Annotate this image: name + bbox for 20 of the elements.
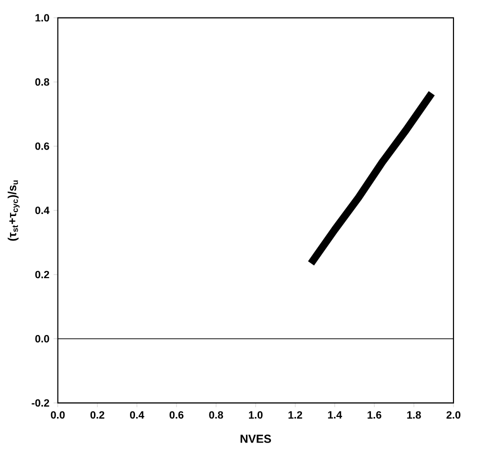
x-tick-label: 0.0	[50, 411, 65, 419]
x-tick-label: 0.4	[130, 411, 144, 419]
x-tick-label: 0.8	[209, 411, 224, 419]
x-tick-label: 1.8	[407, 411, 421, 419]
y-tick-label: 1.0	[36, 14, 50, 22]
y-axis-title: (τ$_{st}$+τ$_{cyc}$)/s$_{u}$	[8, 180, 20, 241]
y-tick-label: 0.0	[35, 335, 50, 343]
x-tick-label: 0.2	[90, 411, 104, 419]
x-tick-label: 1.6	[368, 411, 382, 419]
y-tick-label: 0.6	[35, 142, 50, 150]
x-tick-label: 1.4	[328, 411, 342, 419]
y-tick-label: 0.8	[35, 78, 50, 86]
x-tick-label: 2.0	[446, 411, 460, 419]
x-tick-label: 0.6	[170, 411, 184, 419]
x-tick-label: 1.2	[288, 411, 302, 419]
x-axis-title: NVES	[240, 434, 271, 444]
y-tick-label: -0.2	[32, 399, 50, 407]
y-tick-label: 0.4	[35, 206, 50, 214]
x-tick-label: 1.0	[248, 411, 263, 419]
y-tick-label: 0.2	[35, 270, 50, 278]
